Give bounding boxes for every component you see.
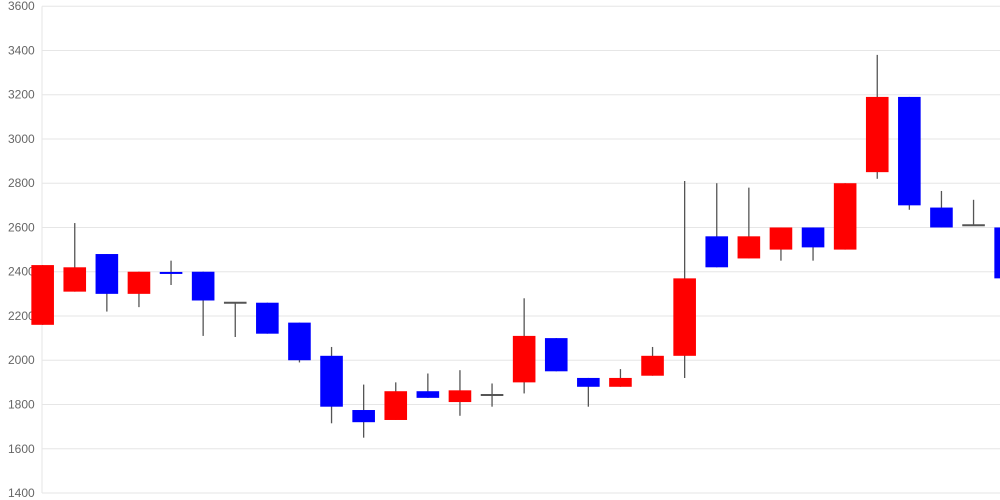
svg-text:2000: 2000 [8, 353, 35, 367]
svg-text:2200: 2200 [8, 309, 35, 323]
svg-text:3400: 3400 [8, 43, 35, 57]
svg-text:1400: 1400 [8, 486, 35, 500]
svg-text:3000: 3000 [8, 132, 35, 146]
svg-text:3600: 3600 [8, 0, 35, 13]
svg-text:1600: 1600 [8, 442, 35, 456]
svg-text:3200: 3200 [8, 88, 35, 102]
svg-text:2800: 2800 [8, 176, 35, 190]
svg-text:2400: 2400 [8, 265, 35, 279]
svg-text:1800: 1800 [8, 397, 35, 411]
svg-text:2600: 2600 [8, 220, 35, 234]
